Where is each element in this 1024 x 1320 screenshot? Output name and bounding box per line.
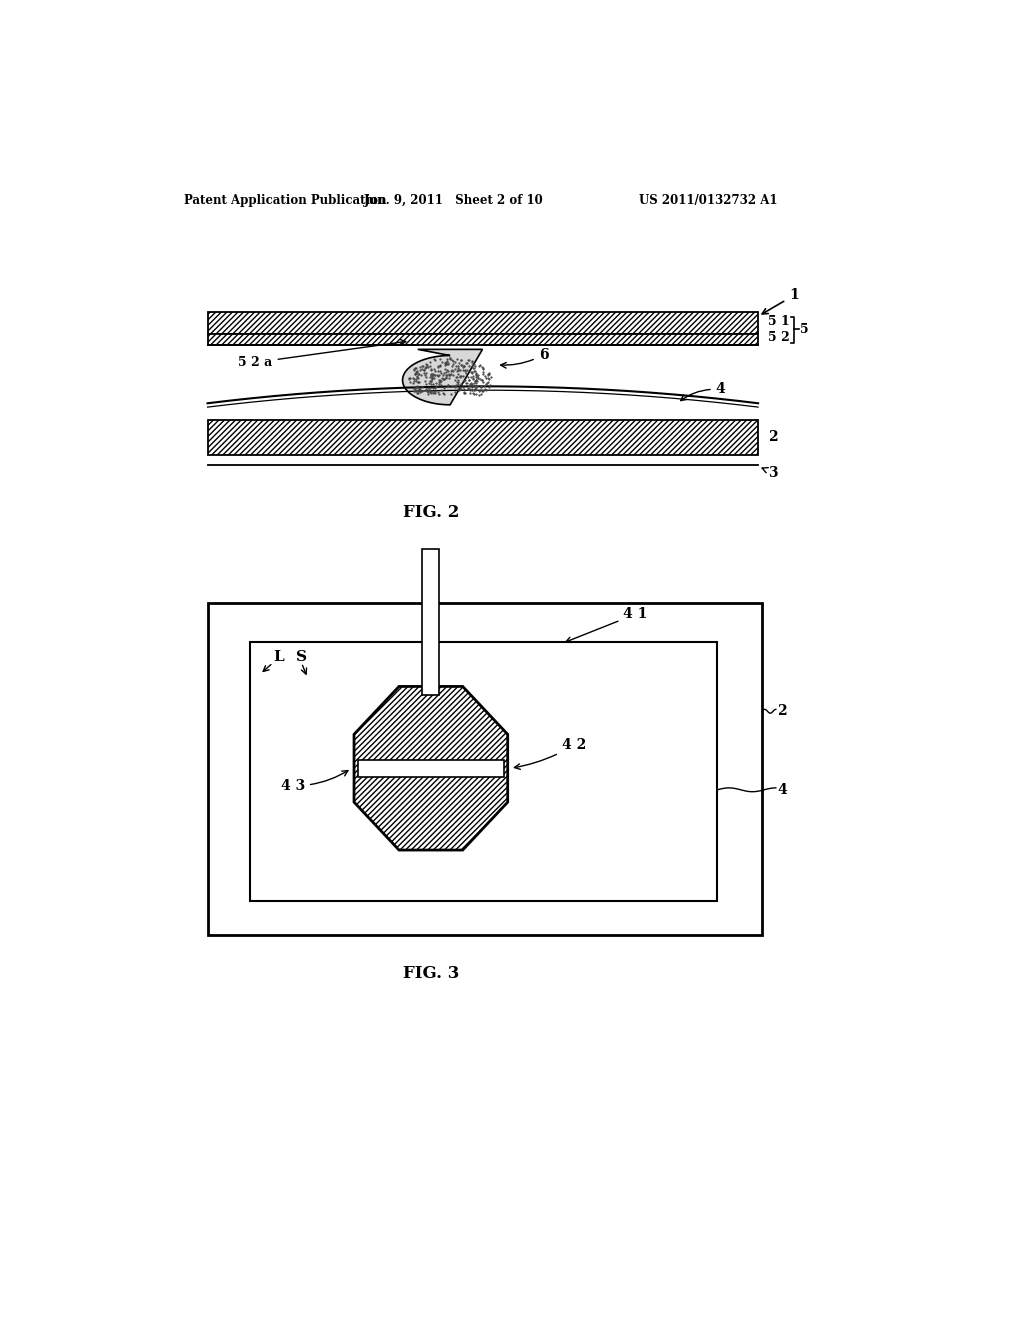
Bar [208,420,758,455]
Text: S: S [296,651,307,664]
Text: 3: 3 [762,466,778,479]
Text: Jun. 9, 2011   Sheet 2 of 10: Jun. 9, 2011 Sheet 2 of 10 [365,194,544,207]
Text: 5 2: 5 2 [768,331,790,345]
Text: 4: 4 [777,783,787,797]
Text: FIG. 2: FIG. 2 [402,504,459,521]
Text: 5: 5 [801,323,809,335]
Bar [422,549,439,696]
Text: L: L [273,651,284,664]
Text: 6: 6 [501,347,548,368]
Text: 4 3: 4 3 [281,771,348,793]
Text: 2: 2 [768,430,778,444]
Bar [208,334,758,345]
Text: 1: 1 [762,289,799,314]
Text: 5 1: 5 1 [768,315,790,329]
Polygon shape [354,686,508,850]
Polygon shape [402,350,482,405]
Bar [357,760,504,776]
Text: 5 2 a: 5 2 a [239,339,406,370]
Text: 4 2: 4 2 [514,738,586,770]
Text: Patent Application Publication: Patent Application Publication [184,194,387,207]
Bar [208,334,758,345]
Text: US 2011/0132732 A1: US 2011/0132732 A1 [639,194,777,207]
Text: 4 1: 4 1 [566,607,648,643]
Bar [250,642,717,902]
Text: 2: 2 [777,705,787,718]
Bar [208,313,758,334]
Bar [208,313,758,334]
Bar [208,603,762,935]
Text: 4: 4 [681,383,726,400]
Text: FIG. 3: FIG. 3 [402,965,459,982]
Bar [208,420,758,455]
